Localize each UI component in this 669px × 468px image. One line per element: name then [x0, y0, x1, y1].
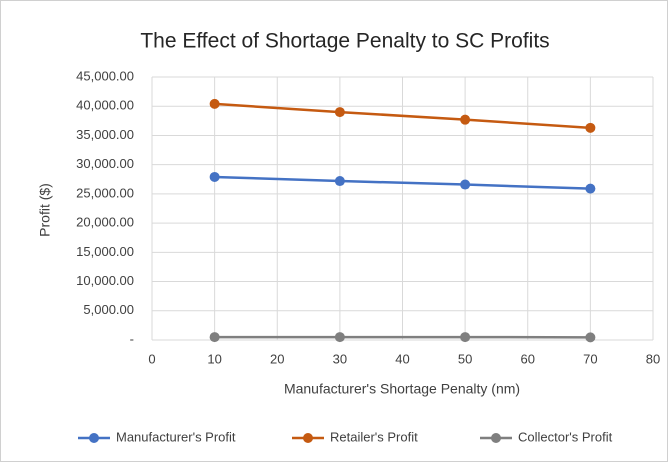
legend-label: Retailer's Profit — [330, 429, 418, 444]
data-point — [585, 332, 595, 342]
data-point — [460, 332, 470, 342]
data-point — [585, 184, 595, 194]
chart-title: The Effect of Shortage Penalty to SC Pro… — [140, 30, 549, 53]
data-point — [210, 172, 220, 182]
y-tick-label: 5,000.00 — [83, 302, 134, 317]
x-axis-label: Manufacturer's Shortage Penalty (nm) — [284, 381, 520, 397]
y-tick-label: 10,000.00 — [76, 273, 134, 288]
data-point — [335, 107, 345, 117]
y-tick-label: 45,000.00 — [76, 68, 134, 83]
x-tick-label: 30 — [333, 351, 347, 366]
data-point — [335, 176, 345, 186]
x-tick-label: 80 — [646, 351, 660, 366]
x-tick-label: 50 — [458, 351, 472, 366]
data-point — [585, 123, 595, 133]
x-tick-label: 20 — [270, 351, 284, 366]
y-axis-label: Profit ($) — [37, 183, 53, 237]
x-tick-label: 10 — [207, 351, 221, 366]
x-tick-label: 40 — [395, 351, 409, 366]
y-tick-label: 40,000.00 — [76, 98, 134, 113]
legend-marker — [491, 433, 501, 443]
legend-marker — [303, 433, 313, 443]
x-tick-label: 0 — [148, 351, 155, 366]
y-tick-label: 30,000.00 — [76, 156, 134, 171]
x-tick-label: 60 — [521, 351, 535, 366]
data-point — [460, 180, 470, 190]
legend-label: Collector's Profit — [518, 429, 613, 444]
data-point — [210, 99, 220, 109]
y-tick-label: 15,000.00 — [76, 244, 134, 259]
data-point — [335, 332, 345, 342]
data-point — [460, 115, 470, 125]
legend-marker — [89, 433, 99, 443]
legend-label: Manufacturer's Profit — [116, 429, 236, 444]
y-tick-label: 20,000.00 — [76, 215, 134, 230]
y-tick-label: - — [130, 331, 134, 346]
y-tick-label: 25,000.00 — [76, 185, 134, 200]
x-tick-label: 70 — [583, 351, 597, 366]
data-point — [210, 332, 220, 342]
y-tick-label: 35,000.00 — [76, 127, 134, 142]
